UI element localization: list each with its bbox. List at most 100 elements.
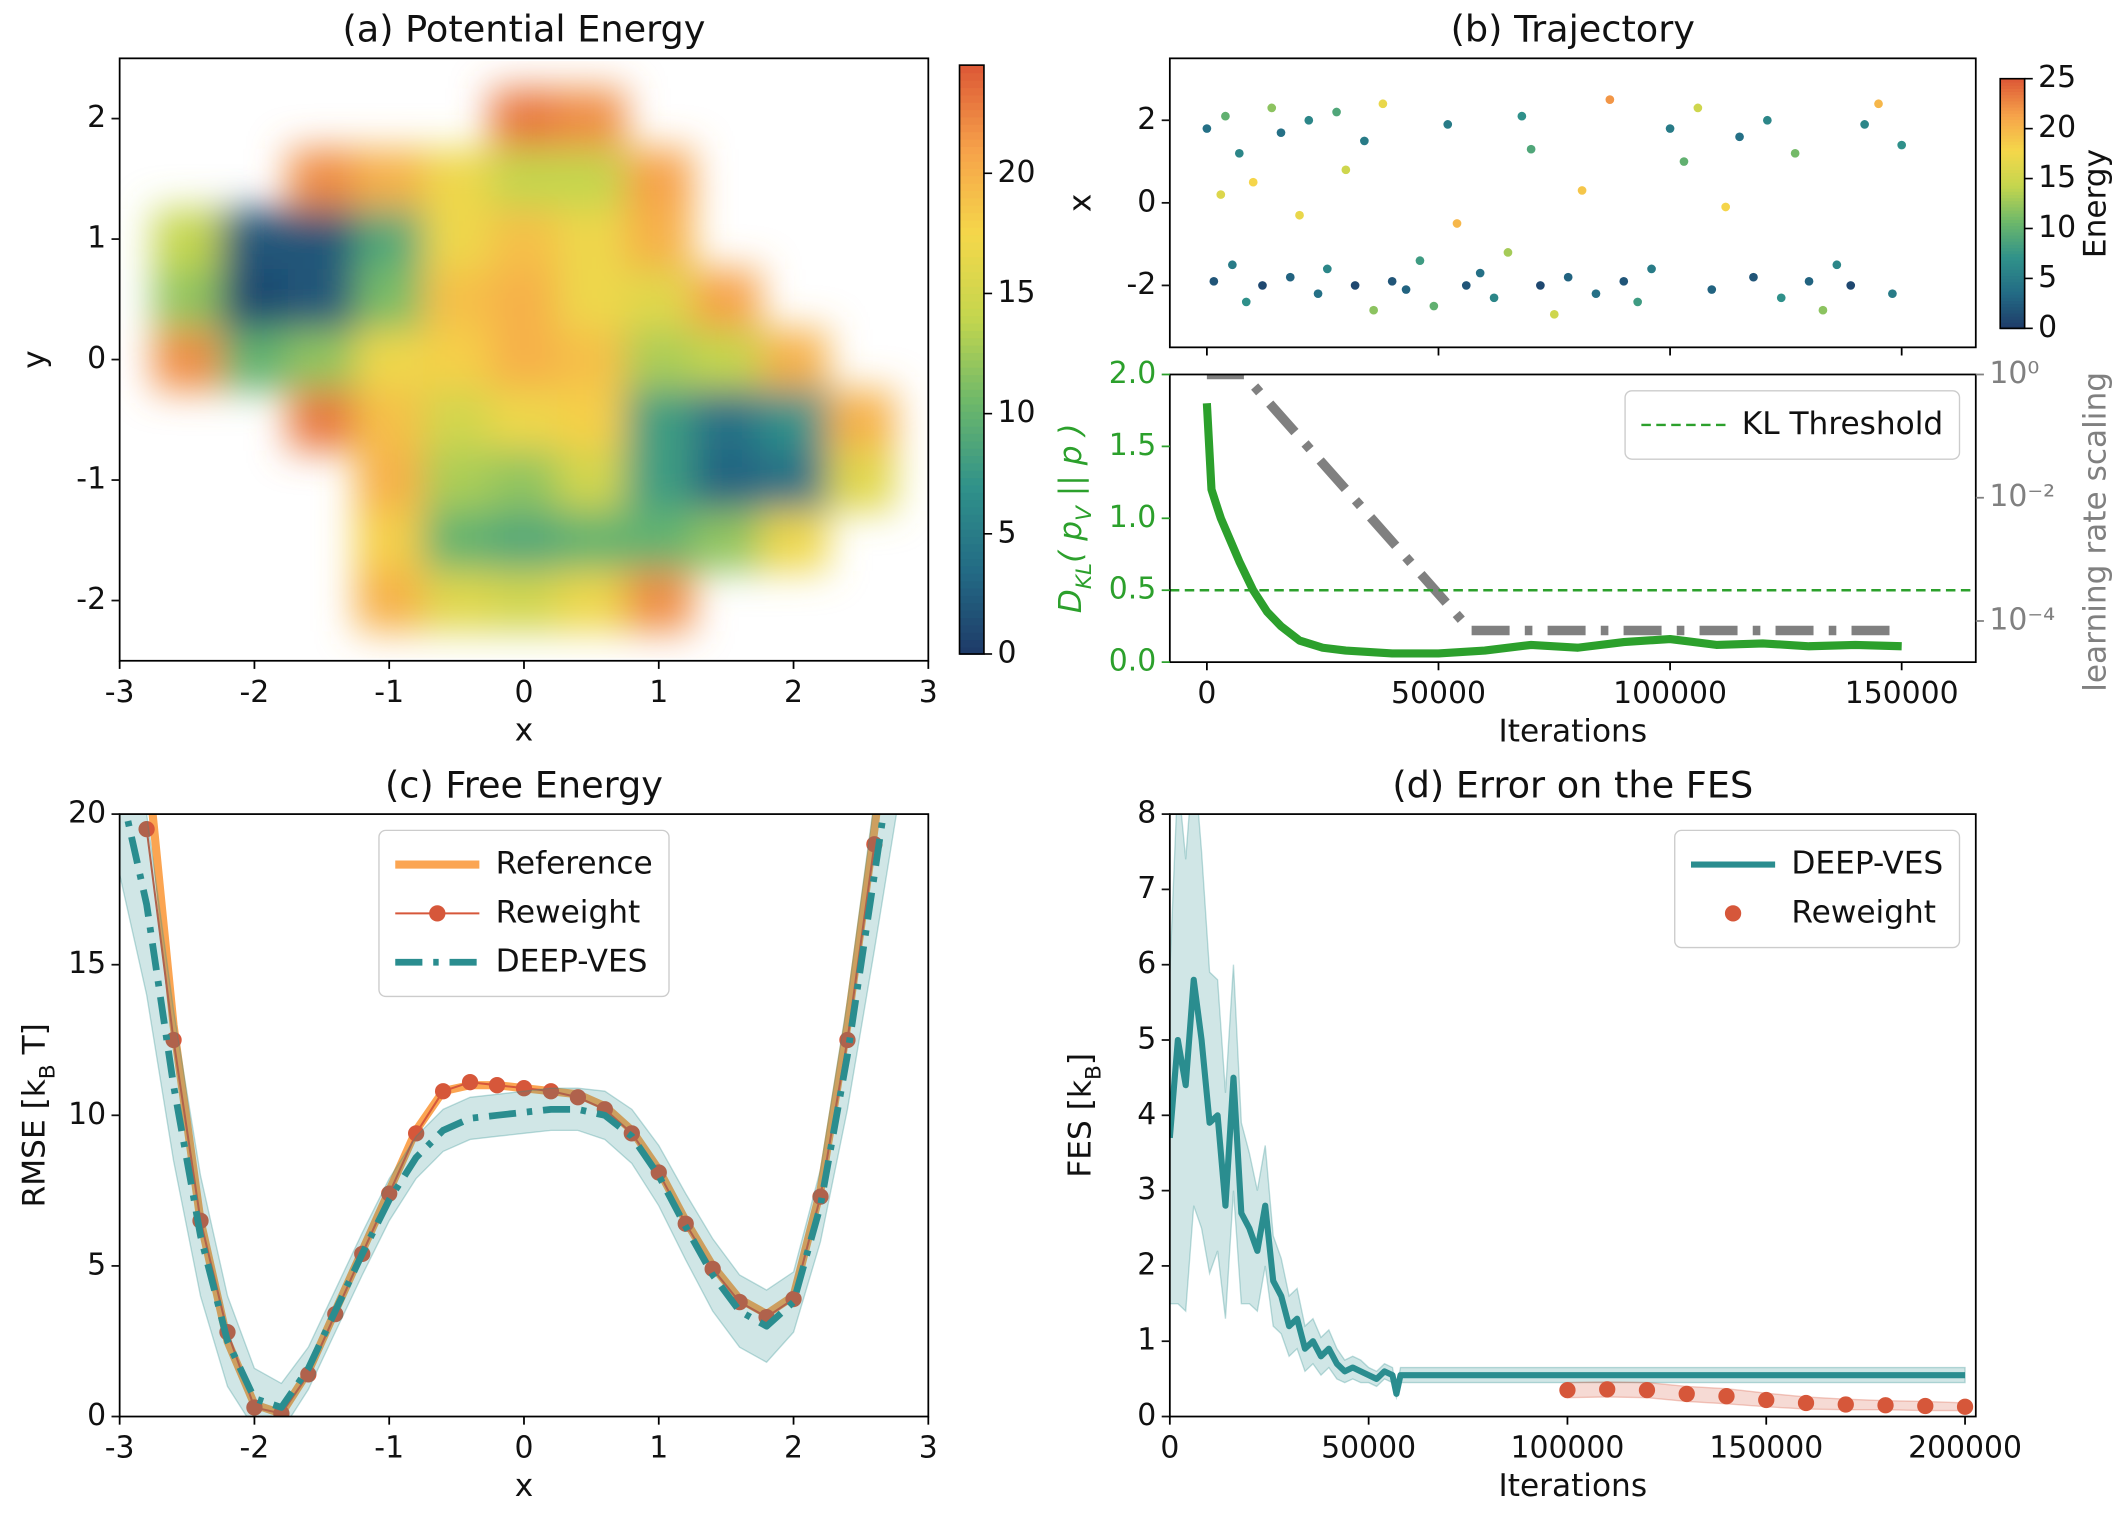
point (1221, 111, 1230, 121)
marker (381, 1185, 398, 1202)
colorbar-slice (959, 249, 984, 258)
heat-cell (422, 269, 491, 331)
label-part: ( p (1053, 521, 1089, 563)
colorbar-slice (2000, 194, 2025, 199)
point (1202, 124, 1212, 133)
colorbar-slice (2000, 88, 2025, 92)
marker (408, 1125, 425, 1142)
y2-tick-label: 10⁻⁴ (1989, 602, 2055, 637)
point (1429, 301, 1439, 311)
colorbar-slice (2000, 231, 2025, 236)
colorbar-slice (2000, 278, 2025, 283)
colorbar-slice (959, 337, 984, 346)
colorbar-slice (959, 389, 984, 398)
marker (1956, 1398, 1974, 1415)
colorbar-slice (959, 160, 984, 169)
heat-cell (692, 329, 761, 391)
point (1707, 285, 1717, 294)
colorbar-slice (959, 624, 984, 633)
heat-cell (153, 329, 222, 391)
colorbar-slice (959, 602, 984, 611)
colorbar-tick-label: 5 (998, 515, 1017, 550)
heat-cell (288, 208, 357, 270)
y-axis-label: RMSE [kB T] (17, 1023, 60, 1207)
y-tick-label: 0 (87, 1398, 106, 1433)
legend-entry: KL Threshold (1641, 406, 1943, 442)
x-tick-label: 3 (919, 1431, 938, 1466)
colorbar-slice (2000, 187, 2025, 192)
legend-box (378, 829, 670, 998)
point (1209, 276, 1219, 286)
colorbar-slice (2000, 265, 2025, 270)
heat-cell (557, 449, 626, 511)
y-tick-label: 1.5 (1109, 428, 1156, 463)
colorbar-slice (2000, 312, 2025, 317)
label-part: ] (1063, 1053, 1099, 1065)
heat-cell (490, 570, 559, 632)
chart-title: (c) Free Energy (385, 763, 663, 806)
colorbar-slice (2000, 125, 2025, 130)
colorbar-slice (959, 146, 984, 155)
colorbar-slice (2000, 315, 2025, 320)
colorbar-slice (959, 241, 984, 250)
colorbar-slice (2000, 147, 2025, 152)
y2-axis-label: learning rate scaling (2078, 372, 2114, 692)
y-tick-label: 3 (1137, 1172, 1156, 1207)
point (1804, 276, 1814, 286)
y2-tick-label: 10⁻² (1989, 479, 2055, 514)
colorbar-slice (2000, 181, 2025, 186)
marker (488, 1077, 506, 1094)
label-part: || p ) (1053, 423, 1089, 506)
point (1350, 281, 1360, 290)
x-tick-label: -3 (105, 675, 135, 710)
heat-cell (490, 389, 559, 451)
colorbar-slice (959, 352, 984, 361)
colorbar-slice (959, 190, 984, 199)
marker (1797, 1394, 1815, 1412)
point (1832, 260, 1842, 270)
colorbar-slice (2000, 97, 2025, 102)
point (1679, 157, 1689, 166)
colorbar-slice (959, 263, 984, 273)
colorbar-slice (2000, 103, 2025, 108)
marker (1917, 1397, 1934, 1415)
label-subscript: B (35, 1064, 60, 1079)
label-subscript: B (1081, 1065, 1106, 1080)
colorbar-slice (2000, 84, 2025, 89)
point (1577, 186, 1587, 195)
heat-cell (422, 208, 491, 270)
heat-cell (827, 449, 896, 511)
y-tick-label: 2 (1137, 1247, 1156, 1282)
colorbar-slice (2000, 162, 2025, 167)
colorbar-slice (959, 109, 984, 118)
heat-cell (625, 449, 694, 511)
point (1452, 219, 1462, 228)
legend-entry: Reweight (395, 894, 640, 930)
colorbar-slice (2000, 150, 2025, 155)
colorbar-slice (2000, 250, 2025, 255)
colorbar-slice (959, 631, 984, 641)
colorbar-slice (2000, 122, 2025, 127)
heat-cell (288, 269, 357, 331)
colorbar-slice (959, 204, 984, 214)
heat-cell (692, 449, 761, 511)
plot-area (1169, 814, 1974, 1415)
colorbar-slice (2000, 216, 2025, 220)
colorbar-slice (2000, 78, 2025, 83)
colorbar-slice (2000, 156, 2025, 161)
legend-entry: Reference (395, 846, 653, 882)
heat-cell (692, 389, 761, 451)
y-tick-label: 2 (87, 100, 106, 135)
legend-label: DEEP-VES (1791, 846, 1943, 882)
x-tick-label: 100000 (1510, 1431, 1624, 1466)
y-tick-label: 8 (1137, 796, 1156, 831)
point (1749, 272, 1758, 282)
point (1549, 309, 1559, 319)
colorbar-slice (959, 153, 984, 162)
colorbar-tick-label: 0 (998, 635, 1017, 670)
colorbar-slice (2000, 256, 2025, 261)
colorbar-tick-label: 10 (998, 395, 1036, 430)
colorbar-slice (959, 411, 984, 420)
heat-cell (692, 510, 761, 572)
point (1763, 115, 1772, 125)
